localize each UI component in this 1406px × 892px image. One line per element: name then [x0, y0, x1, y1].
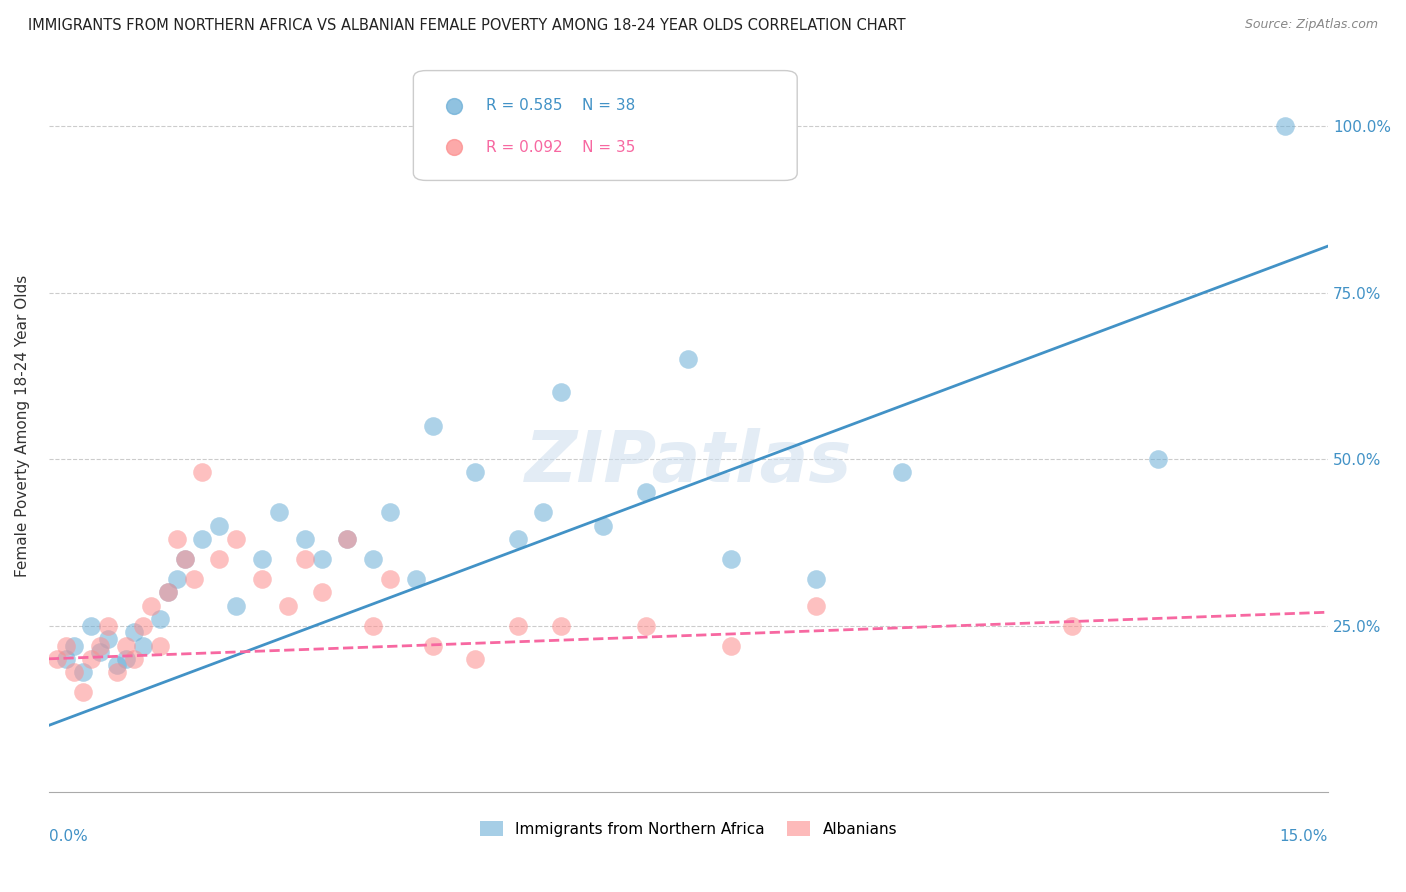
Text: Source: ZipAtlas.com: Source: ZipAtlas.com	[1244, 18, 1378, 31]
Point	[422, 639, 444, 653]
Point	[157, 585, 180, 599]
Point	[720, 552, 742, 566]
Point	[336, 532, 359, 546]
Point	[208, 552, 231, 566]
Point	[55, 639, 77, 653]
Point	[464, 652, 486, 666]
Point	[267, 505, 290, 519]
Point	[250, 552, 273, 566]
Point	[122, 625, 145, 640]
Point	[634, 485, 657, 500]
Text: ZIPatlas: ZIPatlas	[524, 428, 852, 497]
Text: IMMIGRANTS FROM NORTHERN AFRICA VS ALBANIAN FEMALE POVERTY AMONG 18-24 YEAR OLDS: IMMIGRANTS FROM NORTHERN AFRICA VS ALBAN…	[28, 18, 905, 33]
Point	[122, 652, 145, 666]
Text: R = 0.585    N = 38: R = 0.585 N = 38	[486, 98, 636, 113]
Point	[89, 639, 111, 653]
Point	[378, 572, 401, 586]
Text: 0.0%: 0.0%	[49, 829, 87, 844]
Point	[311, 552, 333, 566]
Point	[464, 466, 486, 480]
Point	[678, 352, 700, 367]
Point	[114, 639, 136, 653]
Point	[105, 665, 128, 680]
Point	[89, 645, 111, 659]
Point	[533, 505, 555, 519]
Point	[139, 599, 162, 613]
Point	[63, 639, 86, 653]
Point	[225, 532, 247, 546]
Point	[97, 632, 120, 646]
Point	[1062, 618, 1084, 632]
Point	[277, 599, 299, 613]
Point	[191, 466, 214, 480]
FancyBboxPatch shape	[413, 70, 797, 180]
Text: 15.0%: 15.0%	[1279, 829, 1329, 844]
Point	[149, 612, 172, 626]
Point	[55, 652, 77, 666]
Point	[166, 532, 188, 546]
Point	[422, 418, 444, 433]
Point	[174, 552, 197, 566]
Point	[131, 639, 153, 653]
Point	[361, 552, 384, 566]
Point	[294, 532, 316, 546]
Point	[46, 652, 69, 666]
Point	[72, 665, 94, 680]
Point	[294, 552, 316, 566]
Point	[506, 618, 529, 632]
Point	[80, 652, 103, 666]
Point	[336, 532, 359, 546]
Point	[592, 518, 614, 533]
Point	[114, 652, 136, 666]
Point	[97, 618, 120, 632]
Point	[361, 618, 384, 632]
Point	[806, 599, 828, 613]
Point	[225, 599, 247, 613]
Point	[72, 685, 94, 699]
Point	[105, 658, 128, 673]
Point	[166, 572, 188, 586]
Point	[720, 639, 742, 653]
Point	[1146, 452, 1168, 467]
Point	[550, 385, 572, 400]
Point	[208, 518, 231, 533]
Point	[550, 618, 572, 632]
Point	[1274, 119, 1296, 133]
Point	[405, 572, 427, 586]
Point	[174, 552, 197, 566]
Text: R = 0.092    N = 35: R = 0.092 N = 35	[486, 140, 636, 155]
Point	[378, 505, 401, 519]
Point	[80, 618, 103, 632]
Point	[183, 572, 205, 586]
Point	[149, 639, 172, 653]
Point	[191, 532, 214, 546]
Point	[311, 585, 333, 599]
Point	[506, 532, 529, 546]
Point	[157, 585, 180, 599]
Point	[890, 466, 912, 480]
Y-axis label: Female Poverty Among 18-24 Year Olds: Female Poverty Among 18-24 Year Olds	[15, 275, 30, 577]
Point	[806, 572, 828, 586]
Point	[250, 572, 273, 586]
Point	[63, 665, 86, 680]
Legend: Immigrants from Northern Africa, Albanians: Immigrants from Northern Africa, Albania…	[474, 814, 903, 843]
Point	[131, 618, 153, 632]
Point	[634, 618, 657, 632]
